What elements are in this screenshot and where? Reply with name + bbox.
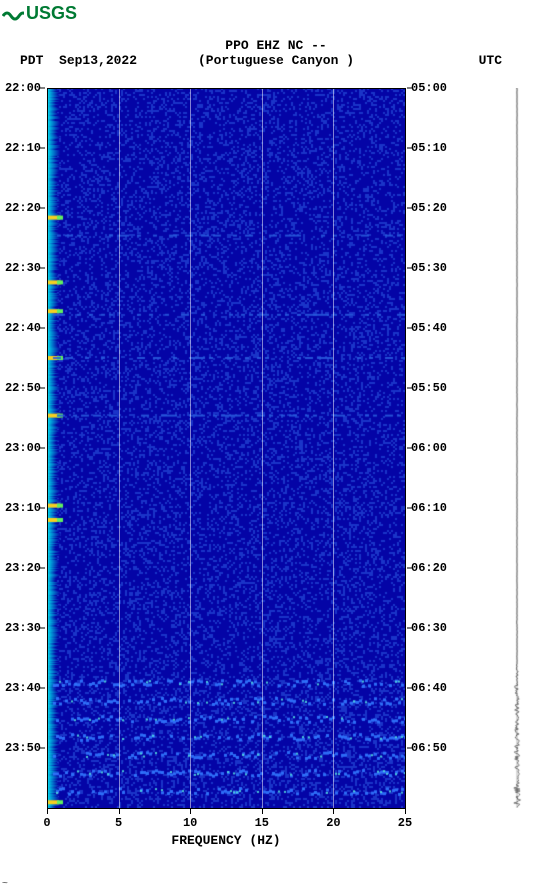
y-left-tick: 22:30 — [5, 261, 41, 275]
pdt-date: PDT Sep13,2022 — [20, 53, 170, 68]
spectrogram-plot — [47, 88, 405, 808]
y-left-tick: 23:40 — [5, 681, 41, 695]
y-left-tick: 22:00 — [5, 81, 41, 95]
y-left-tick: 23:00 — [5, 441, 41, 455]
y-right-tick: 06:50 — [411, 741, 447, 755]
y-left-tick: 23:10 — [5, 501, 41, 515]
x-tick: 5 — [115, 816, 122, 830]
y-left-tick: 23:50 — [5, 741, 41, 755]
y-left-tick: 22:10 — [5, 141, 41, 155]
logo-text: USGS — [26, 3, 77, 24]
x-axis-label: FREQUENCY (HZ) — [47, 833, 405, 848]
y-right-tick: 05:30 — [411, 261, 447, 275]
axis-top — [47, 88, 405, 89]
x-tick: 20 — [326, 816, 340, 830]
station-line: PPO EHZ NC -- — [0, 38, 552, 53]
y-right-tick: 06:10 — [411, 501, 447, 515]
y-right-tick: 06:00 — [411, 441, 447, 455]
y-left-tick: 23:20 — [5, 561, 41, 575]
y-axis-left-pdt: 22:0022:1022:2022:3022:4022:5023:0023:10… — [0, 88, 45, 808]
y-right-tick: 06:30 — [411, 621, 447, 635]
y-right-tick: 05:50 — [411, 381, 447, 395]
seismogram-strip — [497, 88, 537, 808]
y-axis-right-utc: 05:0005:1005:2005:3005:4005:5006:0006:10… — [407, 88, 462, 808]
footer-mark: ~ — [2, 878, 8, 889]
y-right-tick: 05:20 — [411, 201, 447, 215]
y-left-tick: 23:30 — [5, 621, 41, 635]
y-right-tick: 06:20 — [411, 561, 447, 575]
axis-right — [405, 88, 406, 808]
x-tick: 0 — [43, 816, 50, 830]
location: (Portuguese Canyon ) — [170, 53, 382, 68]
y-right-tick: 05:10 — [411, 141, 447, 155]
y-left-tick: 22:50 — [5, 381, 41, 395]
x-tick: 15 — [255, 816, 269, 830]
chart-header: PPO EHZ NC -- PDT Sep13,2022 (Portuguese… — [0, 38, 552, 68]
y-right-tick: 05:40 — [411, 321, 447, 335]
y-right-tick: 05:00 — [411, 81, 447, 95]
x-tick: 10 — [183, 816, 197, 830]
wave-icon — [2, 2, 24, 24]
y-left-tick: 22:20 — [5, 201, 41, 215]
y-left-tick: 22:40 — [5, 321, 41, 335]
usgs-logo: USGS — [2, 2, 77, 24]
utc-label: UTC — [382, 53, 532, 68]
x-tick: 25 — [398, 816, 412, 830]
y-right-tick: 06:40 — [411, 681, 447, 695]
axis-left — [47, 88, 48, 808]
